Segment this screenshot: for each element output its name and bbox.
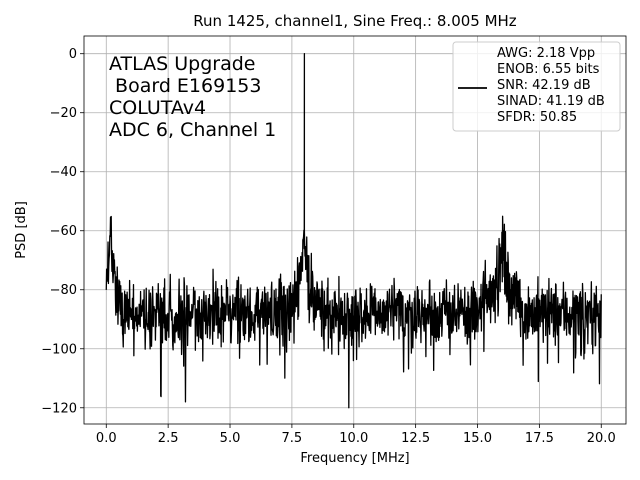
legend-entry: ENOB: 6.55 bits	[497, 62, 600, 77]
legend-entry: SNR: 42.19 dB	[497, 78, 591, 93]
x-tick-label: 17.5	[525, 431, 554, 446]
x-tick-label: 2.5	[158, 431, 179, 446]
x-tick-label: 5.0	[220, 431, 241, 446]
x-tick-label: 10.0	[339, 431, 368, 446]
annotation-line: ATLAS Upgrade	[109, 53, 255, 75]
y-tick-label: −20	[50, 106, 77, 121]
y-axis-label: PSD [dB]	[14, 201, 29, 259]
x-tick-label: 15.0	[463, 431, 492, 446]
annotation-line: Board E169153	[109, 75, 261, 97]
y-tick-label: 0	[69, 47, 77, 62]
axis-ticks: 0.0 2.5 5.0 7.5 10.0 12.5 15.0 17.5 20.0 0 −20 −40 −…	[41, 47, 615, 446]
legend-entry: SFDR: 50.85	[497, 110, 577, 125]
y-tick-label: −40	[50, 165, 77, 180]
y-tick-label: −100	[41, 342, 77, 357]
y-tick-label: −120	[41, 401, 77, 416]
psd-series-line	[105, 53, 602, 409]
grid	[84, 36, 626, 424]
legend: AWG: 2.18 Vpp ENOB: 6.55 bits SNR: 42.19…	[452, 41, 621, 132]
annotation-line: COLUTAv4	[109, 97, 206, 119]
y-tick-label: −60	[50, 224, 77, 239]
x-axis-label: Frequency [MHz]	[300, 451, 409, 466]
legend-entry: AWG: 2.18 Vpp	[497, 46, 595, 61]
x-tick-label: 12.5	[401, 431, 430, 446]
x-tick-label: 0.0	[96, 431, 117, 446]
x-tick-label: 20.0	[587, 431, 616, 446]
chart-title: Run 1425, channel1, Sine Freq.: 8.005 MH…	[193, 12, 517, 30]
x-tick-label: 7.5	[282, 431, 303, 446]
board-annotation: ATLAS Upgrade Board E169153 COLUTAv4 ADC…	[109, 53, 276, 141]
plot-frame	[83, 35, 627, 425]
legend-entry: SINAD: 41.19 dB	[497, 94, 605, 109]
legend-box	[452, 41, 621, 132]
y-tick-label: −80	[50, 283, 77, 298]
annotation-line: ADC 6, Channel 1	[109, 119, 276, 141]
